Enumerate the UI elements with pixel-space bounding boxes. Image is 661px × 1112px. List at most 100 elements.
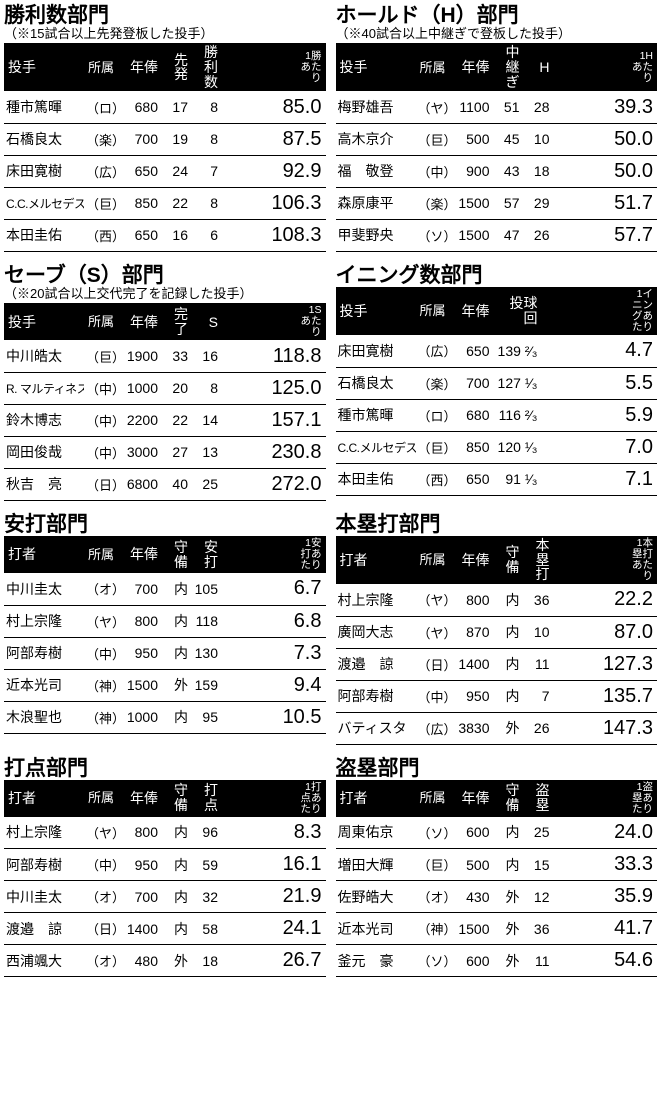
cell-value: 800	[118, 605, 160, 637]
cell-value: 3830	[450, 712, 492, 744]
cell-name: 釜元 豪	[336, 945, 416, 977]
cell-value: 22	[160, 187, 190, 219]
cell-value: 480	[118, 945, 160, 977]
cell-team: （ヤ）	[416, 91, 450, 123]
cell-value: 700	[118, 573, 160, 605]
cell-team: （ヤ）	[84, 605, 118, 637]
col-header: 守備	[160, 536, 190, 573]
table-row: C.C.メルセデス（巨）850120 ¹⁄₃7.0	[336, 431, 658, 463]
cell-value: 24.0	[552, 817, 658, 849]
col-header: 年俸	[450, 536, 492, 584]
cell-value: 6	[190, 219, 220, 251]
col-header: 所属	[84, 43, 118, 91]
cell-name: 中川圭太	[4, 573, 84, 605]
cell-value: 21.9	[220, 881, 326, 913]
section: 勝利数部門（※15試合以上先発登板した投手）投手所属年俸先発勝利数1勝あたり種市…	[4, 4, 326, 252]
cell-team: （巨）	[416, 123, 450, 155]
cell-team: （西）	[416, 463, 450, 495]
cell-value: 内	[492, 584, 522, 616]
cell-value: 28	[522, 91, 552, 123]
cell-value: 8	[190, 372, 220, 404]
cell-value: 2200	[118, 404, 160, 436]
cell-value: 87.5	[220, 123, 326, 155]
cell-team: （中）	[84, 637, 118, 669]
table-row: バティスタ（広）3830外26147.3	[336, 712, 658, 744]
cell-value: 51.7	[552, 187, 658, 219]
col-header: 守備	[492, 780, 522, 817]
cell-value: 57.7	[552, 219, 658, 251]
cell-value: 17	[160, 91, 190, 123]
cell-value: 7	[522, 680, 552, 712]
cell-value: 1500	[450, 187, 492, 219]
table-row: 増田大輝（巨）500内1533.3	[336, 849, 658, 881]
cell-value: 157.1	[220, 404, 326, 436]
cell-value: 159	[190, 669, 220, 701]
col-header-role: 打者	[336, 536, 416, 584]
cell-value: 6.8	[220, 605, 326, 637]
cell-value: 125.0	[220, 372, 326, 404]
cell-value: 700	[118, 881, 160, 913]
table-row: 渡邉 諒（日）1400内11127.3	[336, 648, 658, 680]
cell-value: 内	[160, 605, 190, 637]
col-header: 年俸	[450, 780, 492, 817]
cell-value: 43	[492, 155, 522, 187]
table-row: 西浦颯大（オ）480外1826.7	[4, 945, 326, 977]
col-header: 1盗塁あたり	[552, 780, 658, 817]
table-row: 阿部寿樹（中）950内7135.7	[336, 680, 658, 712]
cell-team: （中）	[84, 404, 118, 436]
cell-value: 54.6	[552, 945, 658, 977]
cell-value: 1100	[450, 91, 492, 123]
table-row: 甲斐野央（ソ）1500472657.7	[336, 219, 658, 251]
cell-team: （日）	[84, 468, 118, 500]
cell-team: （オ）	[84, 945, 118, 977]
cell-value: 1500	[450, 219, 492, 251]
cell-value: 40	[160, 468, 190, 500]
cell-team: （オ）	[84, 881, 118, 913]
cell-value: 1000	[118, 372, 160, 404]
cell-name: 鈴木博志	[4, 404, 84, 436]
cell-value: 18	[190, 945, 220, 977]
cell-value: 内	[160, 881, 190, 913]
col-header: 所属	[416, 287, 450, 335]
cell-name: 西浦颯大	[4, 945, 84, 977]
section-title: 本塁打部門	[336, 513, 658, 536]
cell-value: 26	[522, 712, 552, 744]
table-row: 森原康平（楽）1500572951.7	[336, 187, 658, 219]
table-row: 村上宗隆（ヤ）800内3622.2	[336, 584, 658, 616]
table-row: 中川皓太（巨）19003316118.8	[4, 340, 326, 372]
cell-name: 近本光司	[4, 669, 84, 701]
cell-value: 外	[492, 712, 522, 744]
stats-table: 投手所属年俸投球回1イニングあたり床田寛樹（広）650139 ²⁄₃4.7石橋良…	[336, 287, 658, 496]
col-header: 中継ぎ	[492, 43, 522, 91]
cell-value: 14	[190, 404, 220, 436]
cell-team: （神）	[84, 701, 118, 733]
stats-table: 打者所属年俸守備安打1安打あたり中川圭太（オ）700内1056.7村上宗隆（ヤ）…	[4, 536, 326, 734]
table-row: C.C.メルセデス（巨）850228106.3	[4, 187, 326, 219]
cell-value: 1000	[118, 701, 160, 733]
table-row: 本田圭佑（西）65091 ¹⁄₃7.1	[336, 463, 658, 495]
cell-value: 272.0	[220, 468, 326, 500]
col-header-role: 打者	[4, 536, 84, 573]
col-header: 年俸	[450, 43, 492, 91]
cell-team: （広）	[416, 335, 450, 367]
table-row: 床田寛樹（広）65024792.9	[4, 155, 326, 187]
col-header: 1Hあたり	[552, 43, 658, 91]
cell-value: 50.0	[552, 155, 658, 187]
col-header: 1打点あたり	[220, 780, 326, 817]
cell-value: 内	[492, 616, 522, 648]
table-row: 木浪聖也（神）1000内9510.5	[4, 701, 326, 733]
section: イニング数部門投手所属年俸投球回1イニングあたり床田寛樹（広）650139 ²⁄…	[336, 264, 658, 501]
stats-table: 打者所属年俸守備盗塁1盗塁あたり周東佑京（ソ）600内2524.0増田大輝（巨）…	[336, 780, 658, 978]
table-row: 石橋良太（楽）70019887.5	[4, 123, 326, 155]
cell-value: 9.4	[220, 669, 326, 701]
cell-name: 石橋良太	[4, 123, 84, 155]
cell-team: （中）	[84, 372, 118, 404]
section: 本塁打部門打者所属年俸守備本塁打1本塁打あたり村上宗隆（ヤ）800内3622.2…	[336, 513, 658, 745]
cell-value: 10	[522, 616, 552, 648]
cell-name: 種市篤暉	[336, 399, 416, 431]
cell-name: 梅野雄吾	[336, 91, 416, 123]
table-row: 中川圭太（オ）700内3221.9	[4, 881, 326, 913]
cell-name: 渡邉 諒	[336, 648, 416, 680]
cell-name: 廣岡大志	[336, 616, 416, 648]
cell-team: （神）	[416, 913, 450, 945]
